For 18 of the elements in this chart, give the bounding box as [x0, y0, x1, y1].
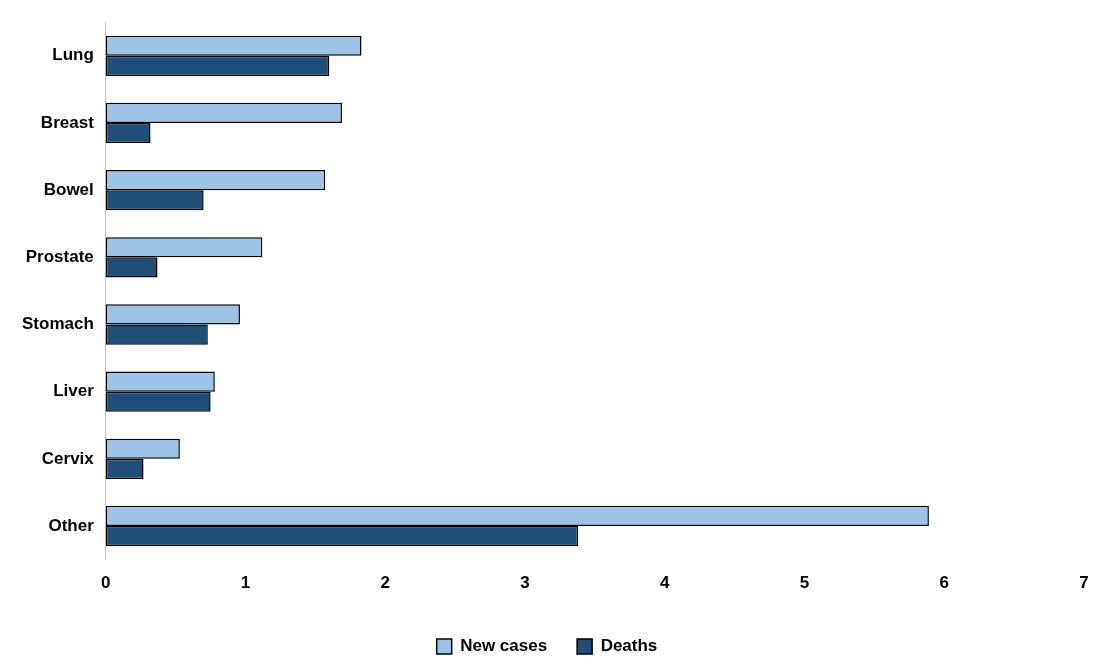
y-tick-label: Prostate	[25, 247, 94, 266]
y-tick-label: Lung	[52, 45, 94, 65]
x-tick-label: 6	[939, 573, 949, 593]
legend-label: Deaths	[600, 636, 658, 656]
x-tick-label: 0	[101, 573, 111, 593]
y-tick-label: Liver	[53, 381, 95, 401]
y-tick-label: Other	[48, 515, 95, 535]
y-tick-label: Bowel	[43, 179, 94, 199]
y-tick-label: Breast	[40, 112, 95, 132]
legend-label: New cases	[460, 636, 548, 656]
x-tick-label: 5	[799, 573, 810, 593]
x-tick-label: 1	[240, 573, 251, 593]
y-tick-label: Stomach	[22, 314, 94, 334]
x-tick-label: 3	[520, 573, 530, 593]
y-tick-label: Cervix	[41, 448, 95, 468]
x-tick-label: 7	[1079, 573, 1089, 593]
x-tick-label: 4	[660, 573, 671, 593]
x-tick-label: 2	[380, 573, 391, 593]
